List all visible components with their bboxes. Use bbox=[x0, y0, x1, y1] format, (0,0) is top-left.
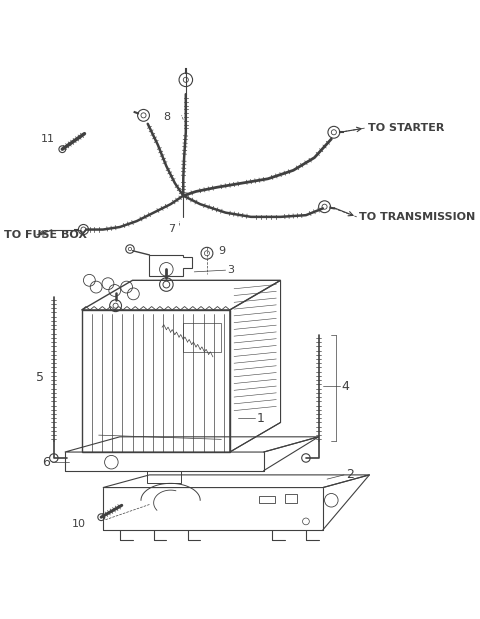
Text: 10: 10 bbox=[72, 519, 86, 529]
Text: TO FUSE BOX: TO FUSE BOX bbox=[4, 230, 87, 240]
Text: 1: 1 bbox=[257, 412, 265, 425]
Text: 4: 4 bbox=[341, 379, 349, 392]
Text: 9: 9 bbox=[218, 246, 225, 256]
Text: 11: 11 bbox=[41, 134, 55, 144]
Text: TO STARTER: TO STARTER bbox=[368, 123, 444, 133]
Text: 6: 6 bbox=[42, 456, 49, 469]
Text: 7: 7 bbox=[168, 223, 175, 234]
Text: 5: 5 bbox=[36, 371, 44, 384]
Text: TO TRANSMISSION: TO TRANSMISSION bbox=[359, 212, 476, 222]
Text: 2: 2 bbox=[346, 469, 354, 482]
Text: 8: 8 bbox=[164, 112, 170, 122]
Text: 3: 3 bbox=[227, 265, 234, 275]
